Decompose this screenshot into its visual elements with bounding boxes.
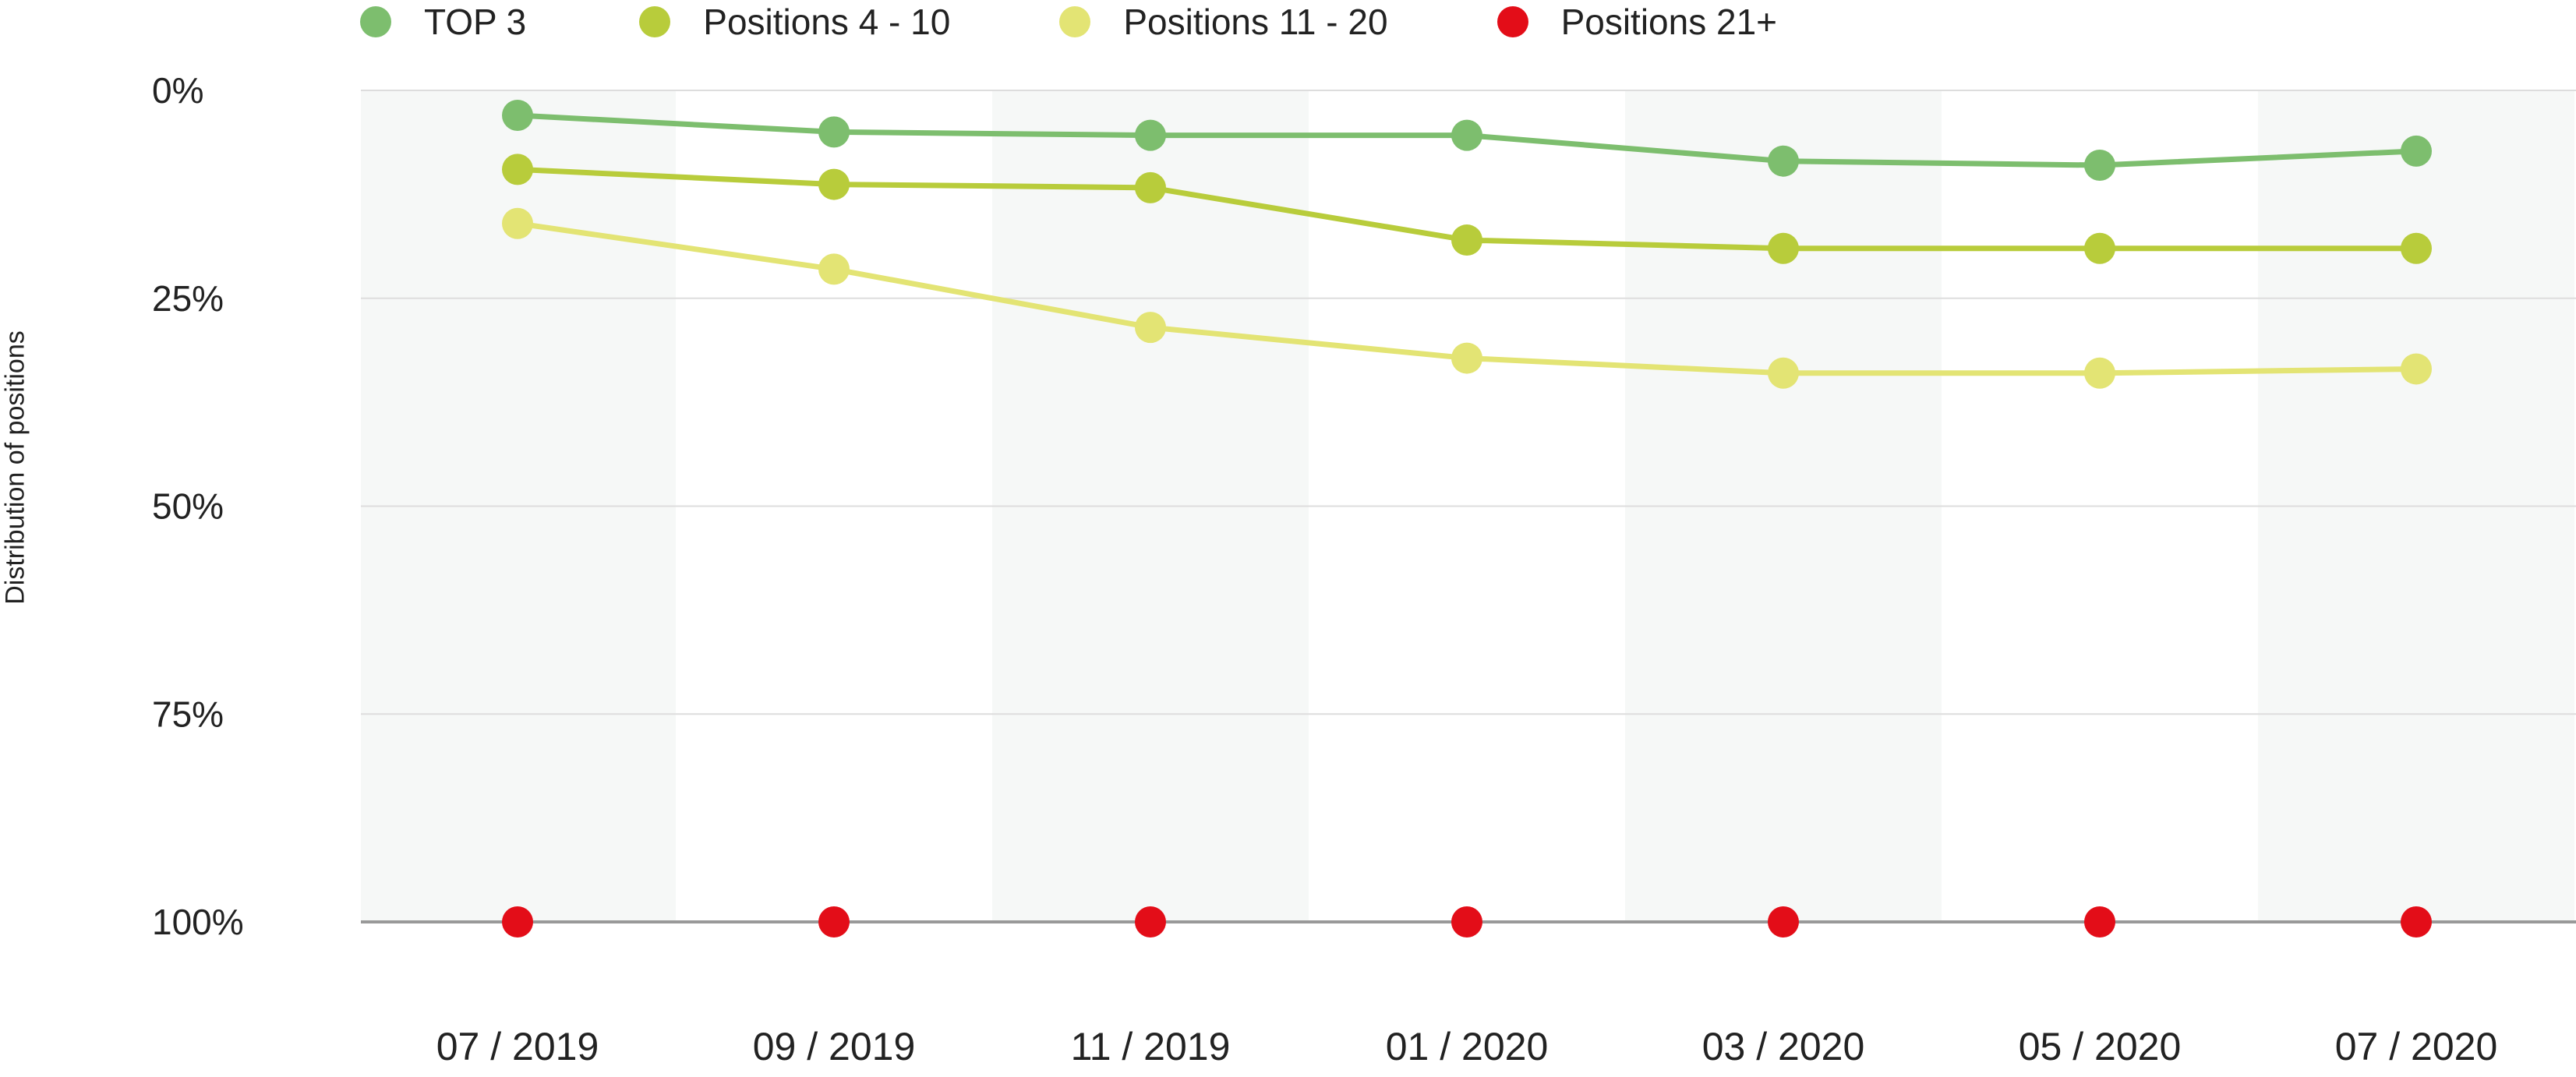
legend-label: Positions 4 - 10 <box>703 2 951 42</box>
y-tick-label: 100% <box>152 902 244 942</box>
series-points <box>502 100 2432 938</box>
data-point <box>2084 357 2115 389</box>
x-tick-label: 07 / 2019 <box>436 1025 599 1068</box>
data-point <box>2401 135 2432 167</box>
data-point <box>2084 150 2115 182</box>
y-tick-label: 50% <box>152 486 224 527</box>
legend-label: TOP 3 <box>424 2 527 42</box>
x-tick-label: 07 / 2020 <box>2335 1025 2498 1068</box>
data-point <box>1768 357 1799 389</box>
y-tick-label: 75% <box>152 694 224 734</box>
data-point <box>2401 353 2432 385</box>
data-point <box>1451 224 1482 256</box>
data-point <box>1451 119 1482 151</box>
data-point <box>818 116 850 148</box>
legend-item-top3[interactable]: TOP 3 <box>360 1 526 43</box>
data-point <box>502 906 533 938</box>
data-point <box>1768 232 1799 264</box>
data-point <box>1768 145 1799 177</box>
legend-label: Positions 11 - 20 <box>1123 2 1388 42</box>
data-point <box>2401 232 2432 264</box>
legend-marker <box>1496 6 1528 37</box>
data-point <box>2084 232 2115 264</box>
x-tick-label: 01 / 2020 <box>1386 1025 1549 1068</box>
legend-label: Positions 21+ <box>1560 2 1778 42</box>
x-axis-ticks: 07 / 2019 09 / 2019 11 / 2019 01 / 2020 03 /… <box>436 1025 2498 1068</box>
data-point <box>1135 171 1166 203</box>
x-tick-label: 11 / 2019 <box>1071 1025 1231 1068</box>
x-tick-label: 03 / 2020 <box>1702 1025 1865 1068</box>
legend-item-positions-11-20[interactable]: Positions 11 - 20 <box>1059 1 1388 43</box>
data-point <box>502 100 533 132</box>
data-point <box>1451 342 1482 374</box>
y-axis-ticks: 0% 25% 50% 75% 100% <box>152 70 244 942</box>
data-point <box>2084 906 2115 938</box>
legend-item-positions-4-10[interactable]: Positions 4 - 10 <box>639 1 950 43</box>
data-point <box>1135 312 1166 344</box>
legend-item-positions-21-plus[interactable]: Positions 21+ <box>1496 1 1778 43</box>
y-tick-label: 0% <box>152 70 203 111</box>
legend: TOP 3 Positions 4 - 10 Positions 11 - 20… <box>360 0 1777 44</box>
data-point <box>1768 906 1799 938</box>
legend-marker <box>1059 6 1091 37</box>
data-point <box>502 207 533 239</box>
data-point <box>818 168 850 200</box>
y-tick-label: 25% <box>152 278 224 319</box>
gridlines <box>361 90 2576 923</box>
legend-marker <box>639 6 671 37</box>
data-point <box>1135 906 1166 938</box>
legend-marker <box>360 6 391 37</box>
data-point <box>2401 906 2432 938</box>
data-point <box>1135 119 1166 151</box>
x-tick-label: 09 / 2019 <box>753 1025 916 1068</box>
data-point <box>818 906 850 938</box>
data-point <box>818 253 850 285</box>
x-tick-label: 05 / 2020 <box>2019 1025 2182 1068</box>
data-point <box>502 154 533 185</box>
data-point <box>1451 906 1482 938</box>
